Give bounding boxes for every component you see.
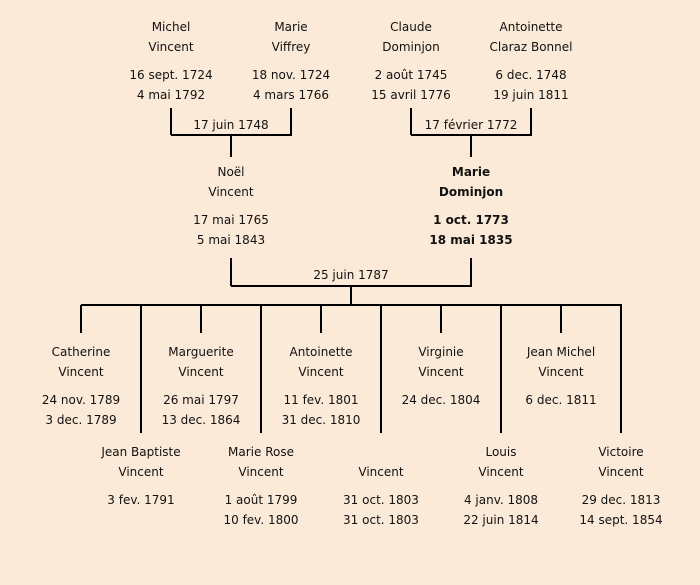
person-first-name: Antoinette bbox=[499, 20, 563, 34]
child-drop-line bbox=[80, 305, 82, 333]
child-drop-line bbox=[200, 305, 202, 333]
connector-line bbox=[290, 108, 292, 135]
child-drop-line bbox=[140, 305, 142, 433]
person-birth-date: 24 dec. 1804 bbox=[401, 393, 481, 407]
person-death-date: 22 juin 1814 bbox=[463, 513, 539, 527]
person-death-date: 31 dec. 1810 bbox=[281, 413, 361, 427]
person-birth-date: 26 mai 1797 bbox=[163, 393, 239, 407]
connector-line bbox=[230, 258, 232, 286]
person-birth-date: 18 nov. 1724 bbox=[251, 68, 331, 82]
person-first-name: Virginie bbox=[418, 345, 464, 359]
descent-line bbox=[470, 135, 472, 157]
person-first-name: Marie Rose bbox=[228, 445, 294, 459]
person-first-name: Michel bbox=[151, 20, 191, 34]
person-birth-date: 6 dec. 1811 bbox=[525, 393, 597, 407]
person-birth-date: 11 fev. 1801 bbox=[283, 393, 359, 407]
person-last-name: Vincent bbox=[148, 40, 194, 54]
person-last-name: Claraz Bonnel bbox=[489, 40, 573, 54]
person-last-name: Dominjon bbox=[382, 40, 440, 54]
person-first-name: Jean Michel bbox=[526, 345, 596, 359]
person-death-date: 13 dec. 1864 bbox=[161, 413, 241, 427]
child-drop-line bbox=[380, 305, 382, 433]
person-death-date: 19 juin 1811 bbox=[493, 88, 569, 102]
person-birth-date: 3 fev. 1791 bbox=[107, 493, 175, 507]
person-birth-date: 31 oct. 1803 bbox=[343, 493, 419, 507]
child-drop-line bbox=[500, 305, 502, 433]
person-last-name: Vincent bbox=[178, 365, 224, 379]
marriage-date: 25 juin 1787 bbox=[313, 268, 389, 282]
person-death-date: 10 fev. 1800 bbox=[223, 513, 299, 527]
child-drop-line bbox=[260, 305, 262, 433]
marriage-date: 17 février 1772 bbox=[424, 118, 518, 132]
child-drop-line bbox=[320, 305, 322, 333]
person-last-name: Vincent bbox=[118, 465, 164, 479]
person-death-date: 3 dec. 1789 bbox=[45, 413, 117, 427]
person-last-name: Vincent bbox=[358, 465, 404, 479]
person-first-name: Marguerite bbox=[168, 345, 234, 359]
person-first-name: Claude bbox=[390, 20, 432, 34]
person-first-name: Jean Baptiste bbox=[101, 445, 181, 459]
person-first-name: Antoinette bbox=[289, 345, 353, 359]
child-drop-line bbox=[560, 305, 562, 333]
marriage-date: 17 juin 1748 bbox=[193, 118, 269, 132]
person-last-name: Vincent bbox=[478, 465, 524, 479]
person-birth-date: 16 sept. 1724 bbox=[129, 68, 213, 82]
person-death-date: 31 oct. 1803 bbox=[343, 513, 419, 527]
connector-line bbox=[410, 108, 412, 135]
person-last-name: Vincent bbox=[538, 365, 584, 379]
person-birth-date: 4 janv. 1808 bbox=[463, 493, 539, 507]
person-last-name: Vincent bbox=[238, 465, 284, 479]
person-death-date: 5 mai 1843 bbox=[196, 233, 266, 247]
connector-line bbox=[470, 258, 472, 286]
person-first-name: Catherine bbox=[51, 345, 111, 359]
person-first-name: Louis bbox=[485, 445, 517, 459]
person-death-date: 4 mars 1766 bbox=[252, 88, 330, 102]
person-death-date: 15 avril 1776 bbox=[371, 88, 451, 102]
person-last-name: Viffrey bbox=[271, 40, 311, 54]
person-last-name: Vincent bbox=[598, 465, 644, 479]
person-birth-date: 29 dec. 1813 bbox=[581, 493, 661, 507]
person-first-name: Marie bbox=[451, 165, 491, 179]
person-birth-date: 17 mai 1765 bbox=[193, 213, 269, 227]
person-last-name: Vincent bbox=[418, 365, 464, 379]
person-first-name: Victoire bbox=[598, 445, 644, 459]
descent-line bbox=[230, 135, 232, 157]
person-birth-date: 1 août 1799 bbox=[224, 493, 298, 507]
person-first-name: Marie bbox=[274, 20, 308, 34]
person-last-name: Dominjon bbox=[438, 185, 504, 199]
person-last-name: Vincent bbox=[298, 365, 344, 379]
person-first-name: Noël bbox=[217, 165, 245, 179]
person-birth-date: 24 nov. 1789 bbox=[41, 393, 121, 407]
connector-line bbox=[170, 108, 172, 135]
connector-line bbox=[530, 108, 532, 135]
person-death-date: 4 mai 1792 bbox=[136, 88, 206, 102]
child-drop-line bbox=[440, 305, 442, 333]
descent-line bbox=[350, 286, 352, 305]
person-death-date: 14 sept. 1854 bbox=[579, 513, 663, 527]
person-birth-date: 6 dec. 1748 bbox=[495, 68, 567, 82]
person-last-name: Vincent bbox=[208, 185, 254, 199]
sibling-line bbox=[81, 304, 622, 306]
person-birth-date: 2 août 1745 bbox=[374, 68, 448, 82]
child-drop-line bbox=[620, 305, 622, 433]
person-birth-date: 1 oct. 1773 bbox=[433, 213, 509, 227]
person-death-date: 18 mai 1835 bbox=[429, 233, 513, 247]
person-last-name: Vincent bbox=[58, 365, 104, 379]
